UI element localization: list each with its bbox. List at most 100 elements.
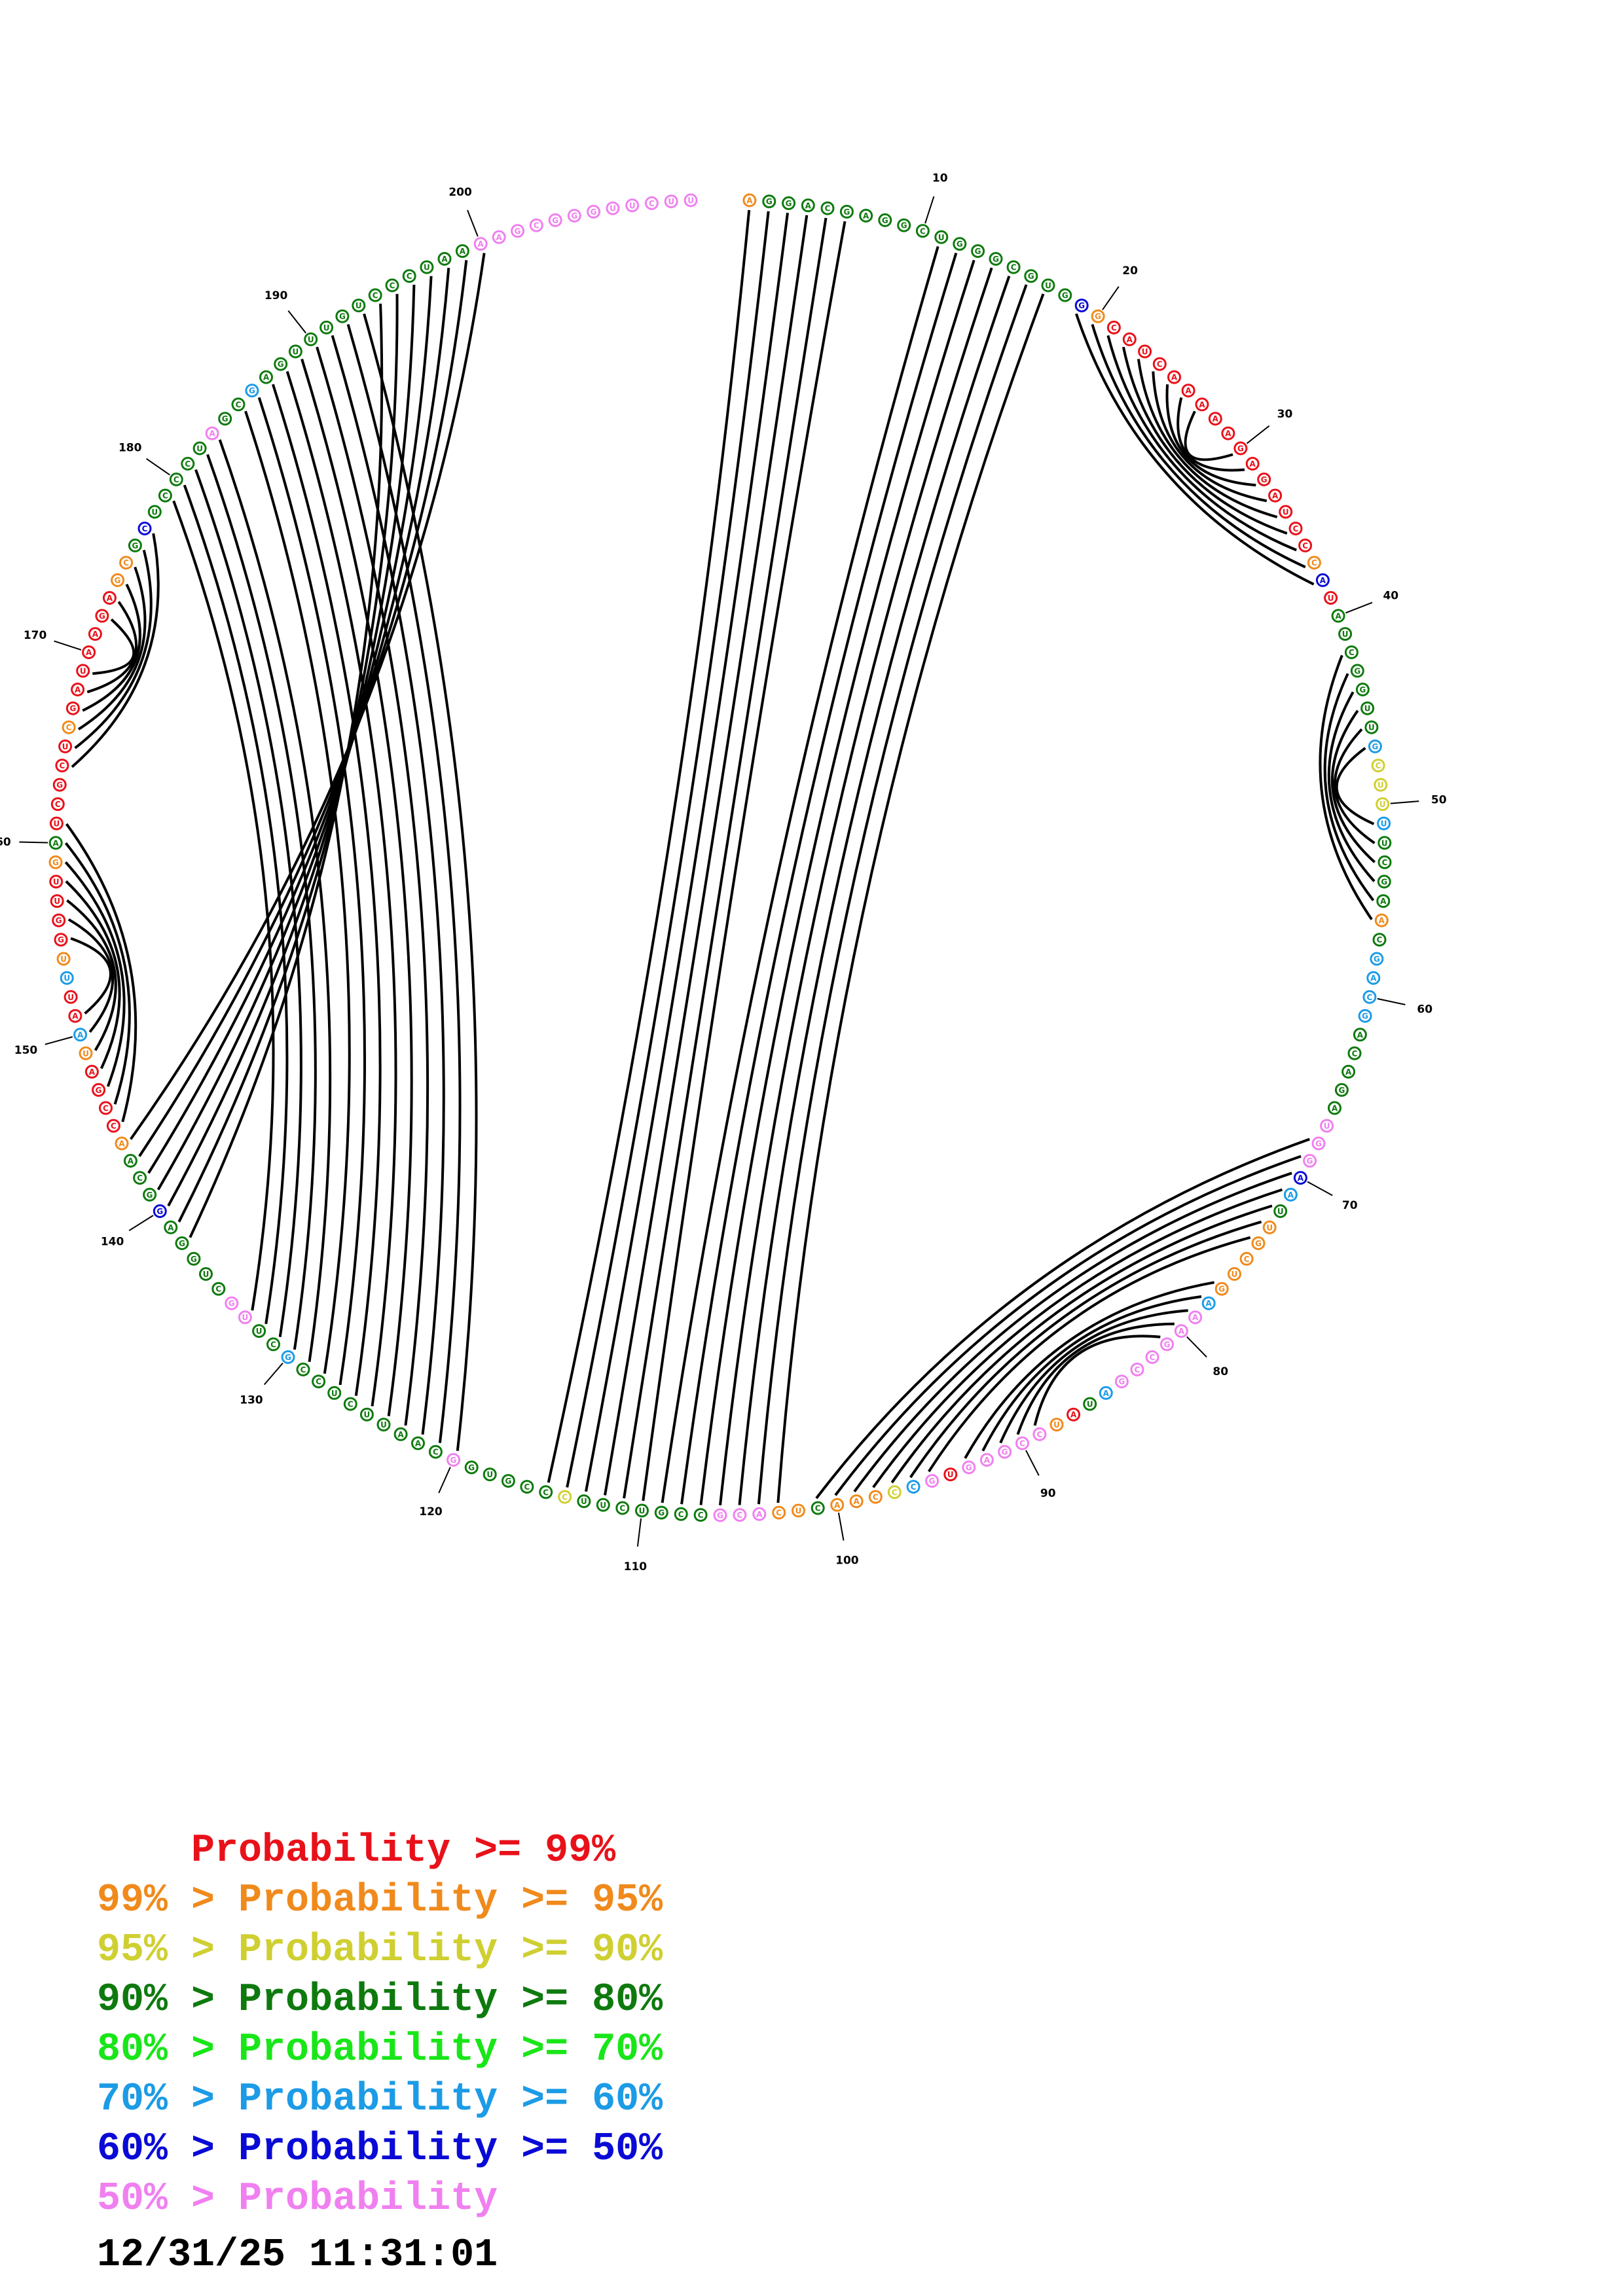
base-marker: C (811, 1501, 825, 1515)
base-marker: G (654, 1505, 668, 1520)
svg-text:C: C (1135, 1365, 1140, 1374)
pair-arc (642, 221, 847, 1501)
svg-text:U: U (1379, 800, 1386, 809)
svg-text:U: U (1368, 723, 1375, 732)
position-tick (1390, 800, 1419, 804)
svg-text:C: C (1382, 858, 1388, 867)
base-marker: A (742, 193, 757, 207)
base-marker: G (111, 573, 125, 587)
base-marker: C (119, 556, 134, 570)
svg-text:C: C (173, 475, 179, 484)
base-marker: G (187, 1251, 201, 1266)
svg-text:U: U (64, 974, 70, 983)
base-marker: A (1315, 573, 1330, 587)
base-marker: G (1358, 1009, 1372, 1023)
svg-text:C: C (1366, 993, 1372, 1002)
svg-text:U: U (82, 1049, 89, 1058)
base-marker: U (1228, 1267, 1241, 1281)
svg-text:C: C (1349, 648, 1355, 657)
base-marker: C (644, 196, 659, 210)
pair-arc (183, 484, 289, 1325)
base-marker: A (48, 836, 63, 850)
pair-arc (138, 260, 468, 1157)
svg-text:U: U (639, 1507, 646, 1516)
base-marker: U (1279, 505, 1293, 519)
base-marker: C (296, 1362, 310, 1376)
base-marker: G (1114, 1374, 1129, 1389)
base-marker: C (906, 1480, 921, 1494)
position-tick (263, 1362, 283, 1386)
base-marker: G (1257, 473, 1271, 486)
base-marker: C (674, 1507, 688, 1521)
base-marker: U (199, 1267, 213, 1281)
svg-text:U: U (67, 993, 74, 1002)
base-marker: U (304, 332, 318, 346)
svg-text:U: U (486, 1470, 493, 1479)
base-marker: C (529, 218, 543, 232)
svg-text:U: U (1053, 1420, 1060, 1429)
base-marker: U (1320, 1119, 1334, 1133)
base-marker: A (1188, 1310, 1203, 1325)
pair-arc (719, 267, 993, 1506)
legend-row-p0: 50% > Probability (97, 2174, 663, 2224)
svg-text:A: A (478, 240, 484, 249)
svg-text:A: A (1192, 1313, 1199, 1322)
base-marker: G (839, 204, 854, 219)
position-tick (1377, 997, 1406, 1005)
svg-text:U: U (1342, 630, 1349, 639)
svg-text:C: C (1352, 1049, 1358, 1058)
svg-text:C: C (1036, 1430, 1042, 1439)
svg-text:G: G (132, 541, 138, 550)
svg-text:C: C (390, 281, 395, 291)
base-marker: G (1303, 1154, 1317, 1168)
pair-arc (1091, 324, 1306, 569)
svg-text:A: A (853, 1497, 860, 1506)
svg-text:A: A (863, 211, 869, 221)
svg-text:A: A (756, 1510, 763, 1519)
svg-text:A: A (496, 233, 503, 242)
svg-text:A: A (107, 594, 113, 603)
svg-text:U: U (1283, 508, 1289, 517)
svg-text:G: G (1118, 1377, 1125, 1386)
svg-text:C: C (373, 291, 378, 300)
base-marker: A (473, 237, 488, 251)
svg-text:C: C (142, 524, 148, 533)
pair-arc (74, 550, 153, 749)
base-marker: U (1262, 1220, 1277, 1234)
pair-arc (64, 842, 131, 1105)
base-marker: A (1099, 1386, 1113, 1400)
base-marker: A (115, 1136, 129, 1151)
svg-text:U: U (668, 197, 674, 206)
svg-text:A: A (77, 1030, 84, 1039)
base-marker: G (175, 1236, 189, 1250)
base-marker: U (684, 193, 698, 207)
base-marker: C (1015, 1436, 1029, 1450)
base-marker: A (830, 1498, 845, 1512)
svg-text:C: C (407, 272, 412, 281)
legend-prefix: 50% > (97, 2177, 239, 2221)
base-marker: G (998, 1444, 1012, 1459)
legend-row-p90: 95% > Probability >= 90% (97, 1926, 663, 1975)
base-marker: A (752, 1507, 767, 1521)
base-marker: C (1006, 260, 1021, 274)
svg-text:G: G (571, 211, 577, 221)
base-marker: G (225, 1296, 239, 1310)
pair-arc (130, 253, 486, 1140)
legend-text: Probability >= 80% (238, 1978, 663, 2022)
base-marker: U (1338, 627, 1353, 641)
svg-text:C: C (1019, 1439, 1025, 1448)
base-marker: C (266, 1337, 280, 1352)
base-marker: C (1344, 645, 1359, 660)
svg-text:U: U (1324, 1122, 1330, 1131)
svg-text:A: A (92, 630, 99, 639)
pair-arc (1152, 371, 1267, 503)
base-marker: C (1239, 1251, 1254, 1266)
base-marker: G (1368, 739, 1382, 753)
legend-text: Probability >= 90% (238, 1928, 663, 1973)
base-marker: G (782, 196, 796, 210)
pair-arc (244, 410, 351, 1374)
base-marker: U (1049, 1418, 1064, 1432)
base-marker: A (849, 1494, 864, 1509)
svg-text:G: G (339, 312, 346, 321)
base-marker: U (352, 298, 366, 313)
